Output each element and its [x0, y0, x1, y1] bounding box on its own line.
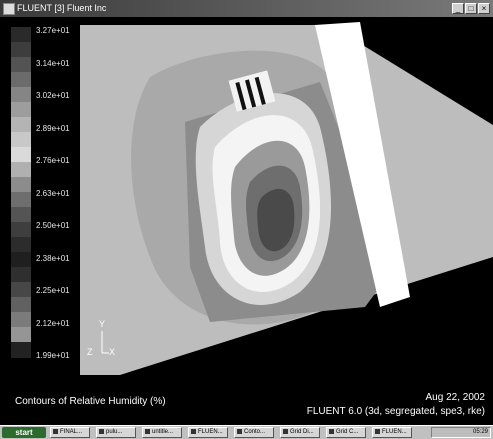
taskbar-item-label: Grid C... — [336, 429, 359, 435]
solver-version: FLUENT 6.0 (3d, segregated, spe3, rke) — [306, 406, 485, 417]
plot-caption: Contours of Relative Humidity (%) Aug 22… — [0, 375, 493, 425]
app-icon — [329, 428, 334, 434]
taskbar-item-label: pulu... — [106, 429, 123, 435]
system-tray-clock[interactable]: 05:29 — [431, 427, 491, 438]
colorbar-swatch — [11, 102, 31, 118]
colorbar-tick-label: 3.02e+01 — [36, 91, 70, 100]
colorbar-swatch — [11, 282, 31, 298]
taskbar-item[interactable]: FLUEN... — [372, 427, 412, 438]
window-title: FLUENT [3] Fluent Inc — [17, 3, 107, 13]
app-icon — [237, 428, 242, 434]
axis-lines — [101, 331, 109, 354]
taskbar-item-label: FLUEN... — [382, 429, 407, 435]
axis-y-label: Y — [99, 319, 106, 329]
app-icon — [53, 428, 58, 434]
colorbar-tick-label: 2.25e+01 — [36, 286, 70, 295]
colorbar-tick-label: 1.99e+01 — [36, 351, 70, 360]
app-icon — [283, 428, 288, 434]
colorbar-swatch — [11, 147, 31, 163]
colorbar-swatch — [11, 222, 31, 238]
plot-title: Contours of Relative Humidity (%) — [15, 396, 166, 407]
colorbar-tick-label: 3.14e+01 — [36, 58, 70, 68]
taskbar-item-label: untitle... — [152, 429, 174, 435]
colorbar-swatch — [11, 192, 31, 208]
colorbar-swatch — [11, 312, 31, 328]
contour-plot — [80, 22, 493, 375]
close-button[interactable]: × — [478, 3, 490, 14]
colorbar-tick-label: 3.27e+01 — [36, 26, 70, 35]
inlet-vent — [228, 70, 276, 112]
colorbar-swatch — [11, 117, 31, 133]
maximize-button[interactable]: □ — [465, 3, 477, 14]
app-icon — [191, 428, 196, 434]
start-button[interactable]: start — [2, 427, 46, 438]
wall-plane — [315, 22, 410, 307]
colorbar-swatch — [11, 72, 31, 88]
taskbar-item-label: Conto... — [244, 429, 266, 435]
colorbar-swatch — [11, 132, 31, 148]
title-bar[interactable]: FLUENT [3] Fluent Inc _ □ × — [0, 0, 493, 17]
axis-triad: Y Z X — [87, 317, 127, 367]
colorbar — [11, 27, 31, 358]
taskbar-item-label: FLUEN... — [198, 429, 223, 435]
colorbar-tick-label: 2.12e+01 — [36, 318, 70, 328]
plot-date: Aug 22, 2002 — [425, 392, 486, 403]
taskbar-item[interactable]: FINAL... — [50, 427, 90, 438]
minimize-button[interactable]: _ — [452, 3, 464, 14]
colorbar-tick-label: 2.63e+01 — [36, 188, 70, 198]
colorbar-labels: 3.27e+01 3.14e+01 3.02e+01 2.89e+01 2.76e+01… — [36, 26, 86, 367]
colorbar-swatch — [11, 57, 31, 73]
app-icon — [99, 428, 104, 434]
colorbar-swatch — [11, 252, 31, 268]
taskbar: start FINAL... pulu... untitle... FLUEN... C… — [0, 425, 493, 439]
colorbar-swatch — [11, 327, 31, 343]
app-icon — [145, 428, 150, 434]
taskbar-item[interactable]: Grid Di... — [280, 427, 320, 438]
colorbar-swatch — [11, 87, 31, 103]
colorbar-swatch — [11, 42, 31, 58]
colorbar-tick-label: 2.89e+01 — [36, 123, 70, 133]
colorbar-swatch — [11, 177, 31, 193]
colorbar-tick-label: 2.50e+01 — [36, 221, 70, 230]
fluent-app-icon — [3, 3, 15, 15]
app-icon — [375, 428, 380, 434]
taskbar-item-label: FINAL... — [60, 429, 83, 435]
colorbar-swatch — [11, 342, 31, 358]
colorbar-swatch — [11, 27, 31, 43]
colorbar-swatch — [11, 267, 31, 283]
colorbar-swatch — [11, 297, 31, 313]
taskbar-item[interactable]: pulu... — [96, 427, 136, 438]
colorbar-swatch — [11, 237, 31, 253]
colorbar-tick-label: 2.38e+01 — [36, 253, 70, 263]
graphics-viewport[interactable]: 3.27e+01 3.14e+01 3.02e+01 2.89e+01 2.76e+01… — [0, 17, 493, 375]
colorbar-swatch — [11, 207, 31, 223]
contour-band-5 — [257, 188, 295, 252]
taskbar-item[interactable]: FLUEN... — [188, 427, 228, 438]
axis-z-label: Z — [87, 347, 93, 357]
colorbar-swatch — [11, 162, 31, 178]
colorbar-tick-label: 2.76e+01 — [36, 156, 70, 165]
taskbar-item-label: Grid Di... — [290, 429, 314, 435]
taskbar-item[interactable]: untitle... — [142, 427, 182, 438]
taskbar-item[interactable]: Conto... — [234, 427, 274, 438]
axis-x-label: X — [109, 347, 116, 357]
taskbar-item[interactable]: Grid C... — [326, 427, 366, 438]
